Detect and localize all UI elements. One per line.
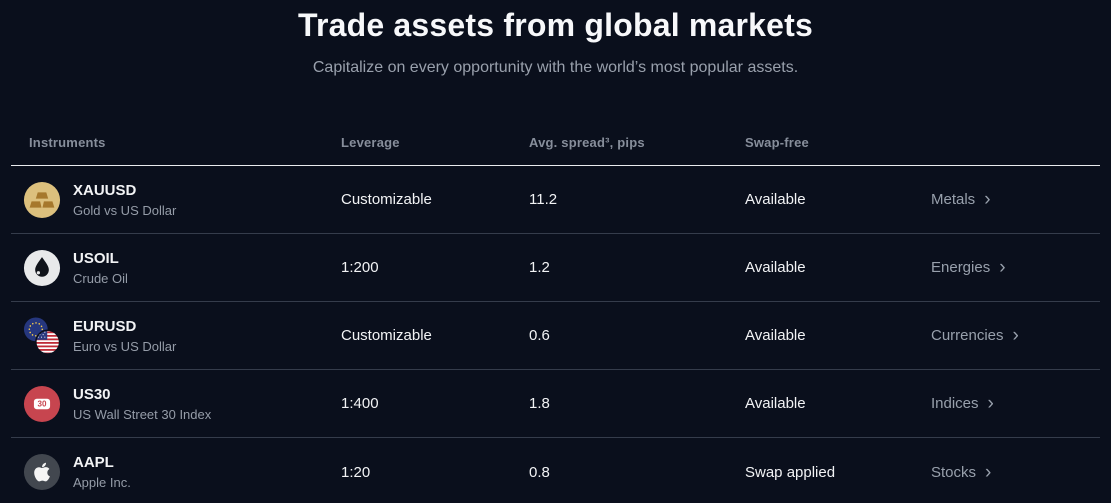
column-header-leverage: Leverage — [341, 135, 400, 150]
category-link-stocks[interactable]: Stocks › — [931, 461, 1100, 483]
page-header: Trade assets from global markets Capital… — [0, 0, 1111, 79]
instrument-description: US Wall Street 30 Index — [73, 406, 212, 422]
chevron-right-icon: › — [999, 257, 1006, 278]
instrument-symbol: US30 — [73, 385, 111, 403]
table-row-aapl: AAPL Apple Inc. 1:20 0.8 Swap applied St… — [11, 438, 1100, 503]
table-row-us30: 30 US30 US Wall Street 30 Index 1:400 1.… — [11, 370, 1100, 438]
swap-free-value: Swap applied — [745, 463, 836, 481]
assets-table: Instruments Leverage Avg. spread³, pips … — [11, 79, 1100, 503]
chevron-right-icon: › — [984, 189, 991, 210]
category-label: Indices — [931, 395, 979, 412]
spread-value: 0.8 — [529, 463, 550, 481]
page-title: Trade assets from global markets — [297, 7, 814, 43]
table-row-usoil: USOIL Crude Oil 1:200 1.2 Available Ener… — [11, 234, 1100, 302]
instrument-description: Apple Inc. — [73, 475, 131, 490]
instrument-symbol: AAPL — [73, 454, 114, 471]
instrument-cell: AAPL Apple Inc. — [23, 453, 341, 491]
swap-free-value: Available — [745, 395, 806, 412]
category-link-indices[interactable]: Indices › — [931, 393, 1100, 414]
leverage-value: 1:400 — [341, 395, 379, 412]
instrument-symbol: EURUSD — [73, 317, 137, 335]
instrument-text: XAUUSD Gold vs US Dollar — [73, 181, 176, 219]
leverage-value: Customizable — [341, 191, 432, 208]
eu-us-flags-icon — [23, 316, 61, 355]
table-row-eurusd: EURUSD Euro vs US Dollar Customizable 0.… — [11, 302, 1100, 370]
spread-value: 11.2 — [529, 191, 558, 208]
column-header-swap-free: Swap-free — [745, 135, 809, 150]
apple-logo-icon — [23, 453, 61, 491]
instrument-description: Crude Oil — [73, 270, 128, 286]
category-link-metals[interactable]: Metals › — [931, 189, 1100, 210]
column-header-category — [931, 135, 1100, 150]
instrument-description: Euro vs US Dollar — [73, 338, 177, 354]
instrument-cell: XAUUSD Gold vs US Dollar — [23, 181, 341, 219]
category-label: Energies — [931, 259, 991, 276]
instrument-description: Gold vs US Dollar — [73, 202, 177, 218]
oil-drop-icon — [23, 249, 61, 287]
gold-bars-icon — [23, 181, 61, 219]
column-header-avg-spread: Avg. spread³, pips — [529, 135, 645, 150]
instrument-symbol: USOIL — [73, 249, 119, 267]
instrument-text: US30 US Wall Street 30 Index — [73, 385, 211, 423]
instrument-cell: 30 US30 US Wall Street 30 Index — [23, 385, 341, 423]
instrument-cell: USOIL Crude Oil — [23, 249, 341, 287]
category-label: Metals — [931, 191, 976, 208]
us30-badge-icon: 30 — [23, 385, 61, 423]
instrument-text: AAPL Apple Inc. — [73, 453, 131, 491]
us30-badge-text: 30 — [38, 399, 47, 408]
spread-value: 0.6 — [529, 327, 550, 344]
column-header-instruments: Instruments — [29, 135, 106, 150]
category-label: Stocks — [931, 463, 977, 481]
chevron-right-icon: › — [985, 461, 992, 483]
table-header-row: Instruments Leverage Avg. spread³, pips … — [11, 79, 1100, 166]
category-link-energies[interactable]: Energies › — [931, 257, 1100, 278]
category-link-currencies[interactable]: Currencies › — [931, 325, 1100, 346]
spread-value: 1.8 — [529, 395, 550, 412]
instrument-text: EURUSD Euro vs US Dollar — [73, 317, 176, 355]
table-row-xauusd: XAUUSD Gold vs US Dollar Customizable 11… — [11, 166, 1100, 234]
leverage-value: 1:200 — [341, 259, 379, 276]
swap-free-value: Available — [745, 259, 806, 276]
chevron-right-icon: › — [1012, 325, 1019, 346]
swap-free-value: Available — [745, 327, 806, 344]
category-label: Currencies — [931, 327, 1004, 344]
instrument-cell: EURUSD Euro vs US Dollar — [23, 316, 341, 355]
chevron-right-icon: › — [987, 393, 994, 414]
instrument-symbol: XAUUSD — [73, 181, 137, 199]
leverage-value: Customizable — [341, 327, 432, 344]
leverage-value: 1:20 — [341, 463, 371, 481]
swap-free-value: Available — [745, 191, 806, 208]
instrument-text: USOIL Crude Oil — [73, 249, 128, 287]
page-subtitle: Capitalize on every opportunity with the… — [312, 59, 799, 76]
spread-value: 1.2 — [529, 259, 550, 276]
